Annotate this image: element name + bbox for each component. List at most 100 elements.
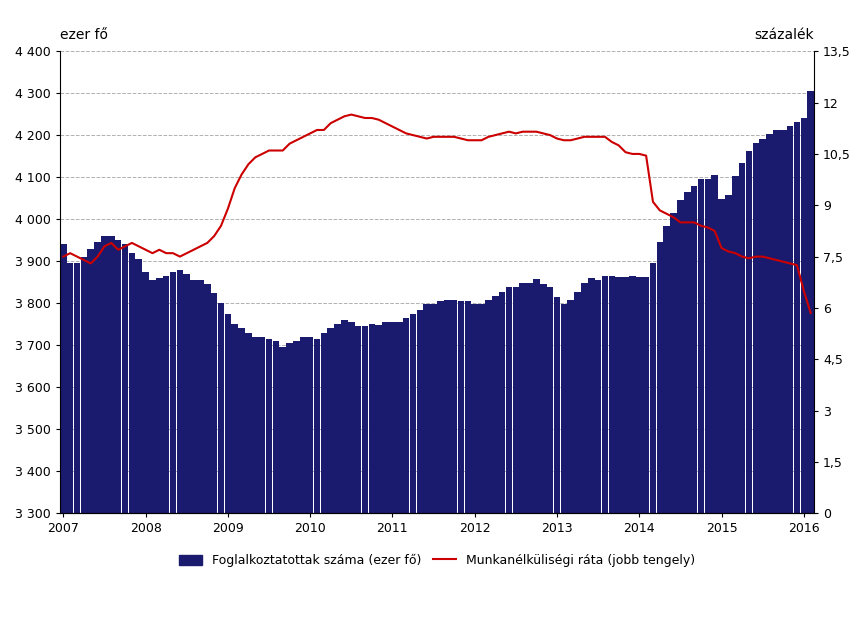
Bar [759,138,766,629]
Bar [581,283,588,629]
Bar [341,320,347,629]
Bar [94,242,100,629]
Bar [224,314,231,629]
Bar [369,325,375,629]
Bar [513,287,519,629]
Legend: Foglalkoztatottak száma (ezer fő), Munkanélküliségi ráta (jobb tengely): Foglalkoztatottak száma (ezer fő), Munka… [179,554,695,567]
Bar [184,274,190,629]
Bar [677,201,683,629]
Bar [348,322,354,629]
Bar [430,304,436,629]
Bar [609,276,615,629]
Bar [238,328,245,629]
Bar [60,245,67,629]
Bar [231,325,238,629]
Bar [732,176,739,629]
Bar [800,118,807,629]
Bar [588,278,595,629]
Bar [787,126,793,629]
Bar [67,264,74,629]
Bar [780,130,786,629]
Bar [499,291,506,629]
Bar [74,264,81,629]
Bar [540,284,546,629]
Bar [773,130,779,629]
Bar [313,339,320,629]
Bar [691,186,697,629]
Bar [122,245,128,629]
Bar [485,300,492,629]
Bar [170,272,177,629]
Bar [595,280,601,629]
Bar [492,296,499,629]
Bar [115,240,121,629]
Bar [725,195,732,629]
Bar [478,304,485,629]
Bar [623,277,629,629]
Bar [437,301,443,629]
Bar [204,284,210,629]
Bar [663,226,670,629]
Bar [191,280,197,629]
Bar [259,337,265,629]
Bar [101,236,107,629]
Bar [273,341,279,629]
Bar [403,318,410,629]
Bar [156,278,163,629]
Bar [252,337,259,629]
Bar [553,297,560,629]
Bar [464,301,471,629]
Bar [362,326,368,629]
Bar [616,277,622,629]
Bar [217,303,224,629]
Bar [307,337,313,629]
Bar [560,304,567,629]
Bar [142,272,149,629]
Bar [266,339,272,629]
Bar [533,279,540,629]
Bar [211,292,217,629]
Bar [81,257,87,629]
Bar [382,322,389,629]
Bar [718,199,725,629]
Bar [629,276,636,629]
Bar [280,347,286,629]
Bar [300,337,307,629]
Bar [197,280,204,629]
Bar [458,301,464,629]
Bar [389,322,396,629]
Bar [684,192,690,629]
Bar [602,276,608,629]
Bar [643,277,650,629]
Bar [670,213,677,629]
Bar [650,264,656,629]
Bar [712,175,718,629]
Bar [163,276,170,629]
Bar [567,300,574,629]
Bar [746,151,753,629]
Bar [698,179,704,629]
Bar [410,314,417,629]
Bar [444,300,450,629]
Bar [149,280,156,629]
Bar [766,135,772,629]
Bar [327,328,334,629]
Bar [574,291,581,629]
Bar [794,122,800,629]
Bar [320,333,327,629]
Bar [423,304,430,629]
Bar [245,333,252,629]
Bar [807,91,814,629]
Bar [287,343,293,629]
Bar [753,143,759,629]
Bar [396,322,403,629]
Bar [471,304,478,629]
Bar [506,287,513,629]
Bar [87,248,94,629]
Bar [376,325,382,629]
Bar [129,253,135,629]
Bar [355,326,361,629]
Bar [656,242,663,629]
Bar [417,309,423,629]
Text: százalék: százalék [754,28,814,42]
